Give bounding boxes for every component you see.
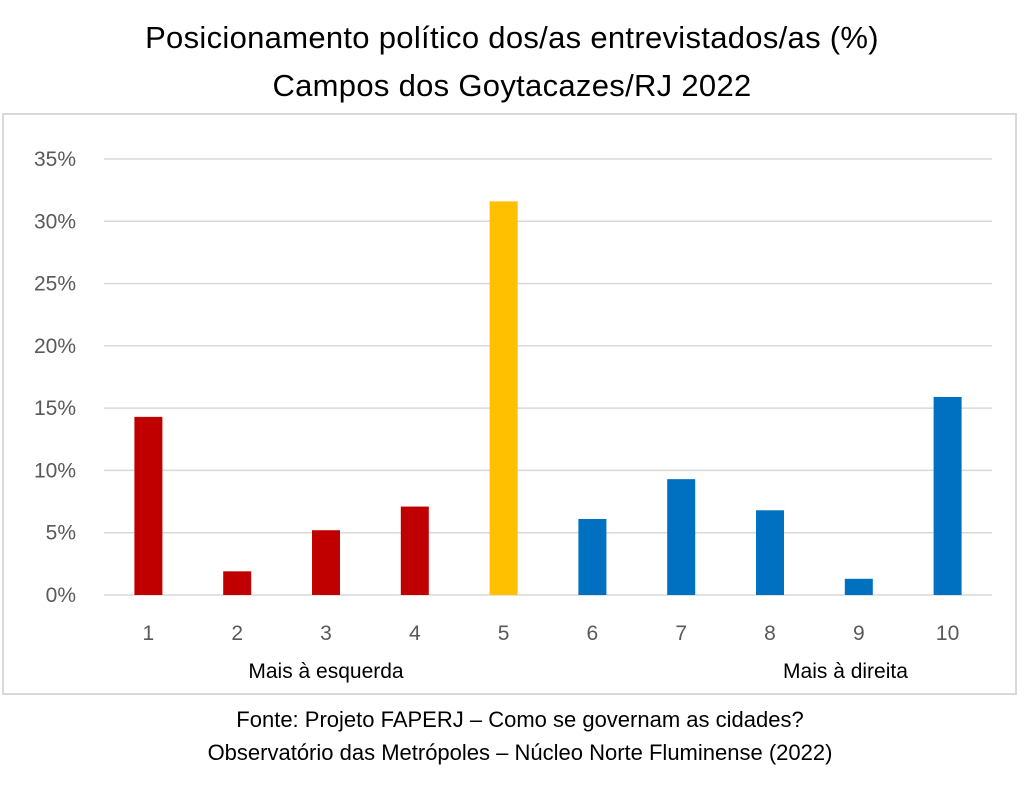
x-tick-label: 1	[143, 622, 155, 645]
annotation-left: Mais à esquerda	[248, 660, 404, 683]
x-tick-label: 8	[764, 622, 776, 645]
x-tick-label: 7	[675, 622, 687, 645]
y-tick-label: 0%	[46, 584, 76, 607]
x-tick-label: 6	[587, 622, 599, 645]
source-note: Fonte: Projeto FAPERJ – Como se governam…	[0, 703, 1024, 769]
y-tick-label: 35%	[34, 148, 76, 171]
bar	[844, 578, 873, 595]
bar-chart: 0% 5% 10% 15% 20% 25% 30% 35% 1 2 3 4 5 6 7 8 9 10 Mais à …	[34, 148, 992, 683]
y-tick-label: 25%	[34, 273, 76, 296]
y-tick-label: 30%	[34, 210, 76, 233]
y-tick-label: 15%	[34, 397, 76, 420]
x-tick-label: 5	[498, 622, 510, 645]
chart-title-line-2: Campos dos Goytacazes/RJ 2022	[272, 68, 752, 103]
bar	[312, 530, 340, 595]
bar	[933, 396, 962, 595]
x-tick-label: 10	[936, 622, 959, 645]
y-tick-label: 20%	[34, 335, 76, 358]
bar	[578, 519, 607, 595]
x-tick-label: 9	[853, 622, 865, 645]
y-tick-label: 5%	[46, 522, 76, 545]
bar	[134, 416, 163, 595]
bar	[756, 510, 784, 595]
bar	[667, 479, 696, 595]
chart-title: Posicionamento político dos/as entrevist…	[0, 14, 1024, 110]
source-line-1: Fonte: Projeto FAPERJ – Como se governam…	[236, 707, 804, 732]
bar	[489, 201, 518, 595]
source-line-2: Observatório das Metrópoles – Núcleo Nor…	[207, 740, 833, 765]
annotation-right: Mais à direita	[783, 660, 908, 683]
x-tick-label: 4	[409, 622, 421, 645]
bar	[400, 506, 429, 595]
chart-title-line-1: Posicionamento político dos/as entrevist…	[145, 20, 879, 55]
x-tick-label: 3	[320, 622, 332, 645]
x-tick-label: 2	[231, 622, 243, 645]
y-tick-label: 10%	[34, 459, 76, 482]
bar	[223, 571, 252, 595]
